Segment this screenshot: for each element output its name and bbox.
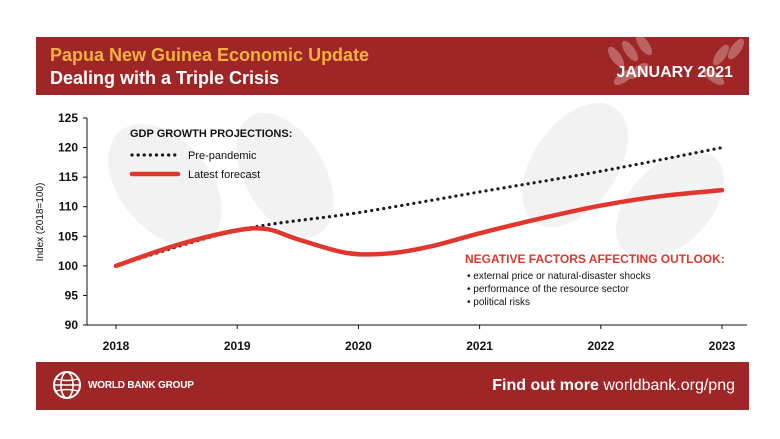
y-tick-label: 90 (65, 318, 79, 332)
wheat-decoration-icon (607, 37, 745, 86)
website-url: worldbank.org/png (603, 377, 735, 394)
y-axis-label: Index (2018=100) (35, 183, 46, 262)
y-tick-label: 110 (59, 200, 79, 214)
legend-label-pre-pandemic: Pre-pandemic (188, 150, 257, 162)
y-tick-label: 105 (58, 229, 78, 243)
legend: GDP GROWTH PROJECTIONS: Pre-pandemic Lat… (129, 128, 292, 181)
find-out-more-link[interactable]: Find out more worldbank.org/png (492, 377, 735, 395)
x-tick-label: 2021 (466, 339, 493, 353)
negative-factor-item: • performance of the resource sector (467, 284, 630, 295)
legend-title: GDP GROWTH PROJECTIONS: (130, 128, 292, 140)
y-tick-label: 95 (65, 288, 79, 302)
negative-factors-title: NEGATIVE FACTORS AFFECTING OUTLOOK: (465, 252, 725, 266)
x-tick-label: 2018 (103, 339, 130, 353)
y-tick-label: 100 (58, 259, 78, 273)
x-tick-label: 2022 (587, 339, 614, 353)
series-pre-pandemic-line (114, 145, 724, 268)
negative-factor-item: • external price or natural-disaster sho… (467, 271, 651, 282)
find-out-more-label: Find out more (492, 377, 599, 394)
negative-factor-item: • political risks (467, 297, 530, 308)
x-tick-label: 2023 (709, 339, 736, 353)
gdp-chart: 90 95 100 105 110 115 120 125 2018 2019 2020 2021 2… (35, 102, 747, 353)
report-date: JANUARY 2021 (616, 64, 734, 81)
header-banner: Papua New Guinea Economic Update Dealing… (36, 37, 749, 95)
y-tick-label: 120 (58, 141, 78, 155)
world-bank-logo[interactable]: WORLD BANK GROUP (52, 370, 194, 400)
x-tick-label: 2020 (345, 339, 372, 353)
negative-factors-annotation: NEGATIVE FACTORS AFFECTING OUTLOOK: • ex… (465, 252, 725, 308)
report-subtitle: Dealing with a Triple Crisis (50, 68, 280, 88)
series-latest-forecast-line (113, 187, 725, 269)
legend-label-latest-forecast: Latest forecast (188, 169, 260, 181)
footer-banner: WORLD BANK GROUP Find out more worldbank… (36, 362, 749, 410)
y-tick-label: 125 (58, 111, 78, 125)
y-tick-label: 115 (59, 170, 79, 184)
x-tick-label: 2019 (224, 339, 251, 353)
org-name: WORLD BANK GROUP (88, 379, 194, 391)
report-title: Papua New Guinea Economic Update (50, 45, 370, 65)
globe-icon (53, 371, 81, 399)
